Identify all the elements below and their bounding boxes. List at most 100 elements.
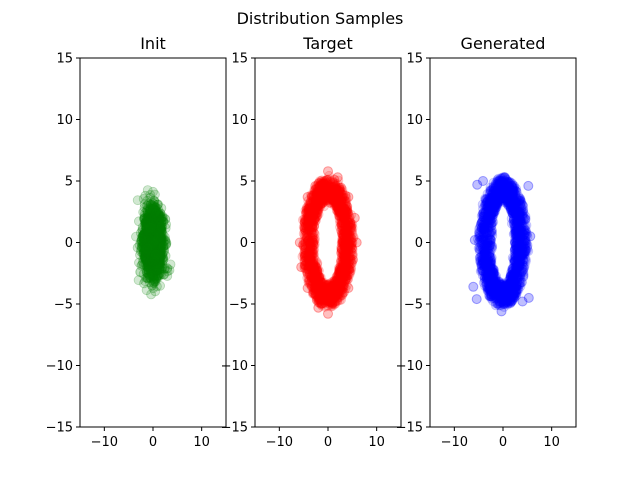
- scatter-point: [149, 254, 160, 265]
- scatter-point: [150, 228, 161, 239]
- scatter-point: [148, 231, 159, 242]
- scatter-point: [145, 234, 156, 245]
- scatter-point: [134, 257, 144, 268]
- y-tick-label: 5: [240, 175, 248, 190]
- y-tick-label: 10: [56, 113, 73, 128]
- scatter-point: [149, 246, 160, 257]
- scatter-point: [148, 224, 158, 235]
- scatter-point: [147, 222, 158, 232]
- scatter-point: [147, 232, 158, 242]
- scatter-point: [153, 260, 163, 271]
- scatter-point: [154, 210, 165, 221]
- scatter-point: [153, 227, 164, 238]
- scatter-point: [150, 224, 161, 235]
- scatter-point: [146, 215, 157, 226]
- data-point: [496, 306, 507, 317]
- scatter-point: [149, 219, 160, 230]
- data-point: [337, 237, 348, 248]
- scatter-point: [146, 233, 157, 244]
- scatter-point: [143, 233, 154, 244]
- scatter-point: [153, 233, 164, 244]
- scatter-point: [149, 241, 160, 252]
- scatter-point: [149, 230, 160, 241]
- scatter-point: [143, 241, 154, 251]
- scatter-point: [151, 223, 162, 233]
- scatter-point: [143, 240, 154, 250]
- scatter-point: [149, 233, 160, 244]
- scatter-point: [150, 217, 161, 228]
- scatter-point: [145, 248, 156, 259]
- scatter-point: [151, 246, 161, 257]
- scatter-point: [484, 280, 495, 291]
- scatter-point: [146, 238, 157, 249]
- data-point: [517, 296, 528, 307]
- scatter-point: [142, 212, 153, 223]
- scatter-point: [141, 218, 152, 229]
- scatter-point: [151, 231, 162, 242]
- scatter-point: [146, 232, 157, 243]
- subplot-title-init: Init: [140, 34, 166, 53]
- scatter-point: [147, 246, 158, 257]
- scatter-point: [145, 231, 156, 242]
- scatter-point: [149, 225, 160, 236]
- scatter-point: [146, 251, 156, 262]
- scatter-point: [152, 223, 163, 233]
- scatter-point: [148, 240, 159, 251]
- scatter-point: [151, 250, 162, 260]
- scatter-point: [144, 228, 155, 239]
- scatter-point: [141, 264, 152, 275]
- scatter-point: [145, 263, 156, 274]
- scatter-point: [143, 220, 153, 231]
- scatter-point: [154, 238, 165, 249]
- scatter-point: [147, 212, 157, 223]
- scatter-point: [149, 236, 160, 247]
- scatter-point: [148, 239, 159, 250]
- scatter-point: [143, 247, 154, 258]
- scatter-point: [150, 242, 161, 253]
- scatter-point: [144, 228, 155, 239]
- scatter-point: [148, 239, 158, 250]
- scatter-point: [139, 243, 150, 254]
- scatter-point: [156, 245, 167, 256]
- scatter-point: [157, 216, 168, 226]
- scatter-point: [154, 258, 165, 268]
- scatter-point: [146, 234, 157, 244]
- scatter-point: [142, 247, 153, 258]
- scatter-point: [151, 272, 162, 283]
- scatter-point: [154, 233, 165, 244]
- scatter-point: [146, 221, 156, 232]
- scatter-point: [147, 229, 158, 240]
- scatter-point: [155, 244, 166, 255]
- scatter-point: [156, 223, 167, 234]
- scatter-point: [140, 238, 151, 249]
- scatter-point: [157, 249, 168, 260]
- scatter-point: [145, 254, 155, 265]
- scatter-point: [148, 236, 159, 247]
- scatter-point: [141, 246, 152, 257]
- scatter-point: [145, 223, 156, 234]
- scatter-point: [144, 255, 155, 266]
- data-point: [523, 180, 534, 191]
- scatter-point: [147, 233, 158, 244]
- scatter-point: [311, 276, 322, 287]
- scatter-point: [146, 229, 157, 240]
- scatter-point: [151, 220, 162, 231]
- scatter-point: [140, 239, 150, 250]
- scatter-point: [308, 256, 319, 267]
- scatter-point: [144, 241, 155, 251]
- scatter-point: [147, 236, 158, 246]
- scatter-point: [153, 243, 164, 254]
- scatter-point: [152, 262, 163, 273]
- data-point: [158, 241, 169, 252]
- scatter-point: [146, 229, 157, 240]
- data-point: [323, 308, 333, 319]
- scatter-point: [311, 191, 322, 201]
- scatter-point: [145, 242, 156, 253]
- scatter-point: [144, 265, 154, 276]
- subplot-title-generated: Generated: [461, 34, 546, 53]
- data-point: [498, 193, 508, 204]
- scatter-point: [146, 223, 157, 234]
- scatter-point: [147, 236, 158, 247]
- scatter-point: [146, 236, 157, 247]
- scatter-point: [147, 233, 158, 244]
